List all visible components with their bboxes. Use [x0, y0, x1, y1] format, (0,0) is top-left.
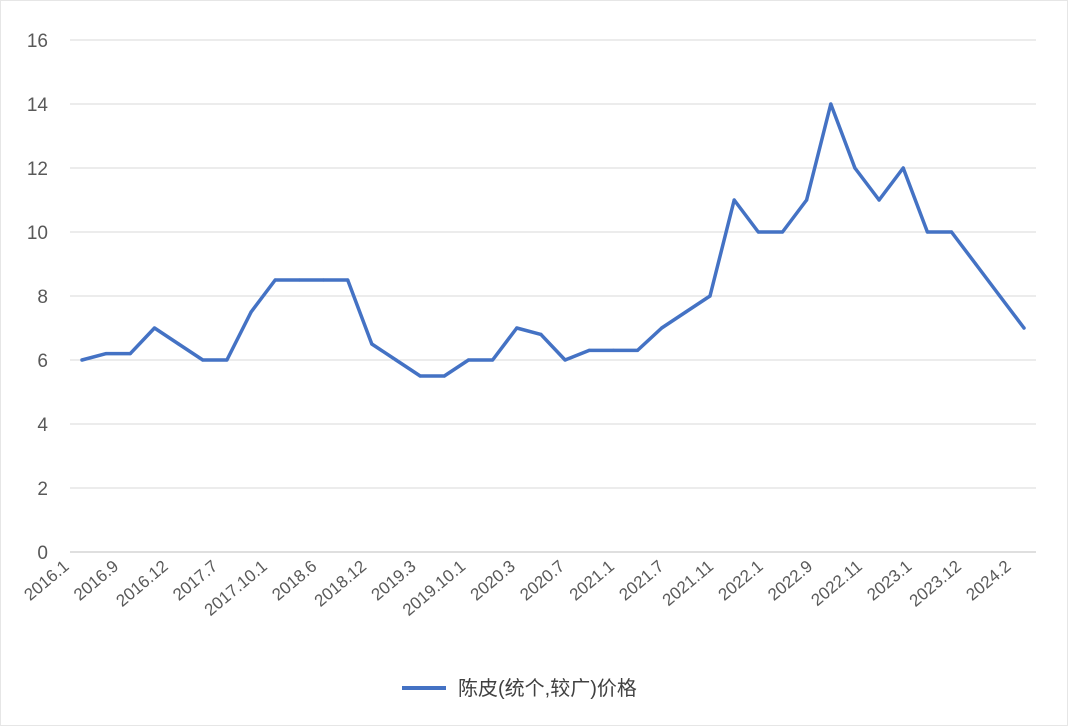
data-point [925, 230, 929, 234]
series-line [80, 102, 1026, 378]
data-point [684, 310, 688, 314]
y-tick-label: 10 [27, 223, 48, 244]
data-point [901, 166, 905, 170]
data-point [225, 358, 229, 362]
x-axis-ticks: 2016.12016.92016.122017.72017.10.12018.6… [21, 557, 1015, 620]
data-point [177, 342, 181, 346]
data-point [1022, 326, 1026, 330]
x-tick-label: 2018.12 [311, 557, 370, 611]
data-point [805, 198, 809, 202]
x-tick-label: 2023.12 [906, 557, 965, 611]
data-point [80, 358, 84, 362]
x-tick-label: 2020.3 [467, 557, 519, 605]
x-tick-label: 2016.12 [112, 557, 171, 611]
data-point [974, 262, 978, 266]
y-tick-label: 8 [37, 287, 48, 308]
y-axis-ticks: 0 2 4 6 8 10 12 14 16 [27, 31, 49, 564]
legend: 陈皮(统个,较广)价格 [402, 677, 637, 700]
data-point [877, 198, 881, 202]
x-tick-label: 2020.7 [516, 557, 568, 605]
data-point [998, 294, 1002, 298]
data-point [418, 374, 422, 378]
data-point [104, 352, 108, 356]
gridlines [70, 39, 1036, 553]
data-point [491, 358, 495, 362]
data-point [394, 358, 398, 362]
data-point [539, 332, 543, 336]
data-point [321, 278, 326, 282]
data-point [780, 230, 785, 234]
data-point [466, 358, 471, 362]
data-point [273, 278, 277, 282]
data-point [515, 326, 519, 330]
data-point [297, 278, 301, 282]
data-point [949, 230, 954, 234]
legend-label: 陈皮(统个,较广)价格 [458, 677, 637, 700]
data-point [732, 198, 736, 202]
y-tick-label: 4 [37, 415, 48, 436]
data-point [660, 326, 664, 330]
y-tick-label: 2 [37, 479, 48, 500]
data-point [611, 348, 615, 352]
data-point [201, 358, 205, 362]
y-tick-label: 12 [27, 159, 48, 180]
data-point [152, 326, 157, 330]
data-point [853, 166, 857, 170]
data-point [635, 348, 640, 352]
data-point [346, 278, 350, 282]
data-point [708, 294, 712, 298]
y-tick-label: 0 [37, 543, 48, 564]
data-point [128, 352, 132, 356]
series-layer [80, 102, 1026, 378]
data-point [756, 230, 760, 234]
data-point [249, 310, 253, 314]
data-point [370, 342, 374, 346]
x-tick-label: 2021.1 [566, 557, 618, 605]
data-point [829, 102, 833, 106]
y-tick-label: 16 [27, 31, 48, 52]
y-tick-label: 14 [27, 95, 49, 116]
x-tick-label: 2022.1 [715, 557, 767, 605]
data-point [587, 348, 591, 352]
data-point [563, 358, 567, 362]
x-tick-label: 2022.11 [808, 557, 866, 610]
x-tick-label: 2021.11 [659, 557, 717, 610]
y-tick-label: 6 [37, 351, 48, 372]
data-point [442, 374, 446, 378]
x-tick-label: 2024.2 [963, 557, 1015, 605]
